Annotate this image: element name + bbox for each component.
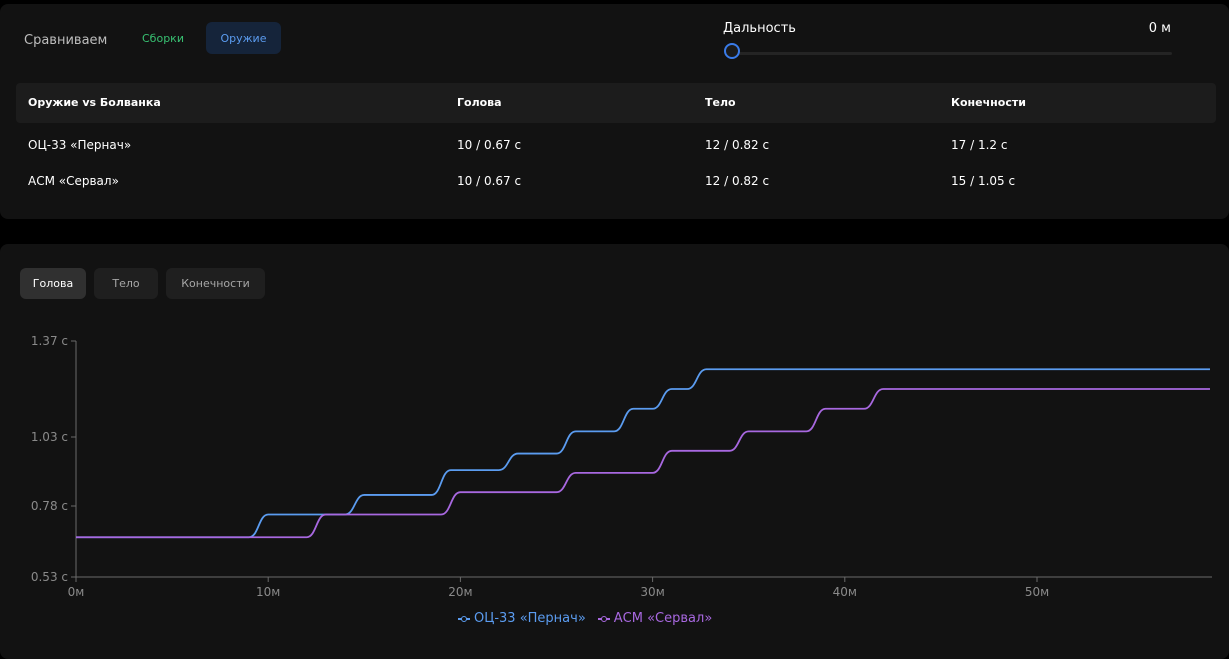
table-cell-limbs: 15 / 1.05 с [951,174,1016,188]
column-header-limbs: Конечности [951,96,1026,109]
column-header-body: Тело [705,96,736,109]
compare-label: Сравниваем [24,33,108,48]
y-tick-label: 0.53 с [31,570,68,584]
table-cell-weapon: АСМ «Сервал» [28,174,119,188]
legend-label: ОЦ-33 «Пернач» [474,611,586,626]
chart-panel [0,244,1229,659]
legend-line-icon [458,615,470,623]
x-tick-label: 20м [448,585,472,599]
x-tick-label: 30м [640,585,664,599]
range-slider-track[interactable] [734,52,1172,55]
legend-label: АСМ «Сервал» [613,611,713,626]
table-cell-body: 12 / 0.82 с [705,138,770,152]
y-tick-label: 1.03 с [31,430,68,444]
tab-weapons[interactable]: Оружие [206,22,281,54]
x-tick-label: 40м [833,585,857,599]
legend-item-series-2[interactable]: АСМ «Сервал» [597,611,713,626]
legend-line-icon [597,615,610,623]
range-slider-thumb[interactable] [724,43,740,59]
chart-tab-limbs[interactable]: Конечности [166,268,265,299]
ttk-chart: 0.53 с 0.78 с 1.03 с 1.37 с 0м 10м 20м 30м 40м 50… [31,334,1212,599]
series-line-1 [76,368,1210,539]
x-tick-label: 0м [68,585,85,599]
chart-tab-body[interactable]: Тело [94,268,158,299]
table-cell-body: 12 / 0.82 с [705,174,770,188]
table-cell-head: 10 / 0.67 с [457,138,522,152]
chart-legend: ОЦ-33 «Пернач» АСМ «Сервал» [458,611,712,626]
legend-item-series-1[interactable]: ОЦ-33 «Пернач» [458,611,586,626]
column-header-weapon: Оружие vs Болванка [28,96,161,109]
x-tick-label: 50м [1025,585,1049,599]
table-cell-weapon: ОЦ-33 «Пернач» [28,138,132,152]
tab-builds[interactable]: Сборки [142,31,184,45]
column-header-head: Голова [457,96,502,109]
table-header [16,83,1216,123]
table-cell-head: 10 / 0.67 с [457,174,522,188]
chart-tab-head[interactable]: Голова [20,268,86,299]
y-tick-label: 1.37 с [31,334,68,348]
y-tick-label: 0.78 с [31,499,68,513]
series-line-2 [76,388,1210,539]
x-tick-label: 10м [256,585,280,599]
range-value: 0 м [1148,21,1171,36]
range-label: Дальность [723,21,796,36]
table-cell-limbs: 17 / 1.2 с [951,138,1008,152]
